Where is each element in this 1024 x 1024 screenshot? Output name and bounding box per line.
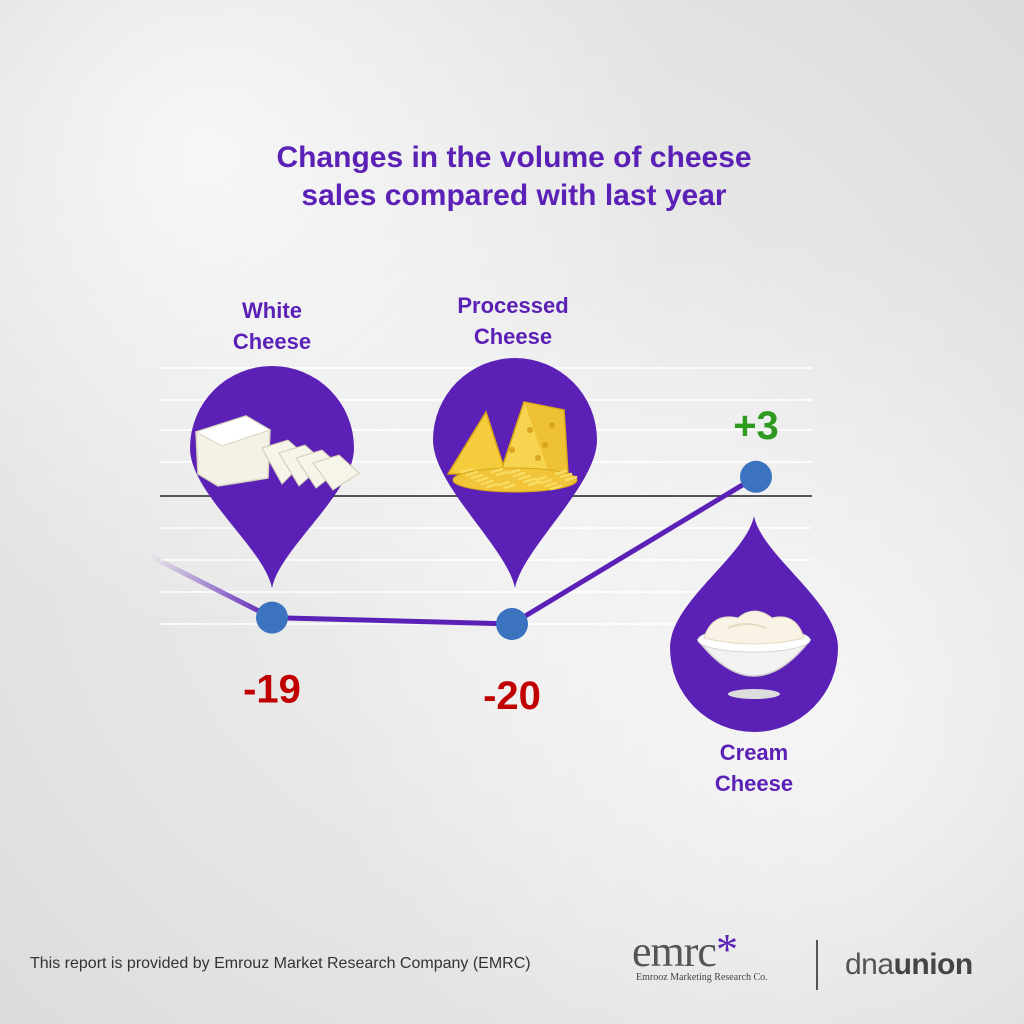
category-pin xyxy=(670,516,838,732)
category-pins xyxy=(190,358,838,732)
processed-cheese-icon xyxy=(446,401,578,493)
category-label: Processed xyxy=(457,293,568,318)
logo-divider xyxy=(816,940,818,990)
category-label: White xyxy=(242,298,302,323)
emrc-logo-subtitle: Emrooz Marketing Research Co. xyxy=(636,972,768,983)
emrc-logo-word: emrc xyxy=(632,927,717,976)
emrc-logo: emrc* Emrooz Marketing Research Co. xyxy=(632,927,768,984)
footer-credit: This report is provided by Emrouz Market… xyxy=(30,955,531,972)
data-points xyxy=(256,460,772,640)
chart-title-line: sales compared with last year xyxy=(301,179,727,212)
value-label: -19 xyxy=(243,668,301,712)
asterisk-icon: * xyxy=(715,925,738,974)
data-point xyxy=(496,608,528,640)
value-label: +3 xyxy=(733,404,779,448)
cream-cheese-icon xyxy=(696,610,812,699)
data-point xyxy=(256,601,288,634)
category-label: Cheese xyxy=(474,324,552,349)
dnaunion-logo-light: dna xyxy=(845,948,894,981)
dnaunion-logo-bold: union xyxy=(893,948,974,981)
chart-title-line: Changes in the volume of cheese xyxy=(276,141,751,174)
series-line-lead-in xyxy=(147,553,275,621)
category-label: Cream xyxy=(720,740,788,765)
category-label: Cheese xyxy=(715,771,793,796)
chart-title: Changes in the volume of cheese sales com… xyxy=(276,141,751,212)
labels: White Cheese Processed Cheese Cream Cheese -19… xyxy=(233,293,793,796)
white-cheese-icon xyxy=(194,415,360,491)
value-label: -20 xyxy=(483,674,541,718)
data-point xyxy=(740,460,772,493)
category-label: Cheese xyxy=(233,329,311,354)
category-pin xyxy=(190,365,360,588)
dnaunion-logo: dnaunion xyxy=(845,948,973,982)
category-pin xyxy=(433,358,597,588)
